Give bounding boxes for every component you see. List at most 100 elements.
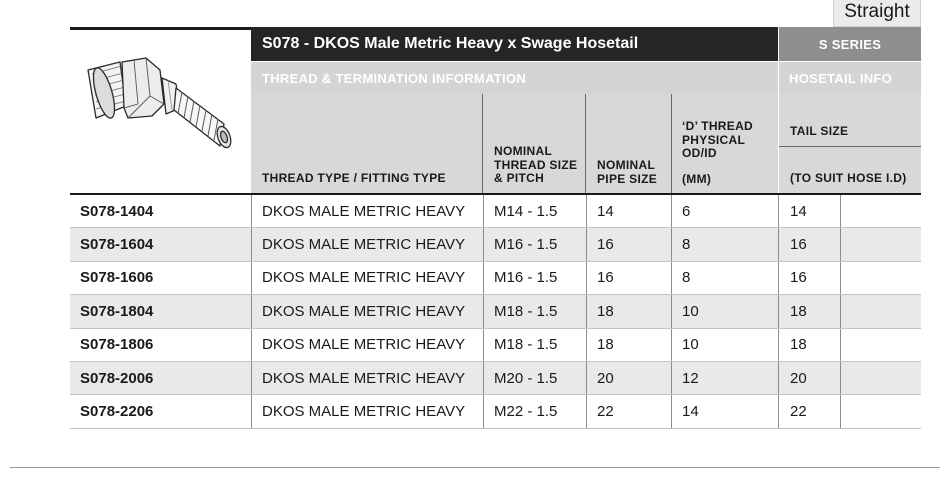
column-divider xyxy=(840,228,841,261)
row-pipe-size: 20 xyxy=(597,369,614,387)
col-tail-size-note: (TO SUIT HOSE I.D) xyxy=(790,171,907,185)
column-divider xyxy=(586,228,587,261)
column-divider xyxy=(251,328,252,361)
row-part-code: S078-1806 xyxy=(80,336,154,354)
column-divider xyxy=(586,361,587,395)
table-row: S078-2006 DKOS MALE METRIC HEAVY M20 - 1.5… xyxy=(70,361,921,396)
row-tail-size: 18 xyxy=(790,336,807,354)
table-row: S078-1804 DKOS MALE METRIC HEAVY M18 - 1.5… xyxy=(70,295,921,329)
row-pipe-size: 18 xyxy=(597,336,614,354)
column-divider xyxy=(840,328,841,361)
row-d-thread: 10 xyxy=(682,302,699,320)
column-divider xyxy=(840,195,841,228)
row-d-thread: 12 xyxy=(682,369,699,387)
table-row: S078-1606 DKOS MALE METRIC HEAVY M16 - 1.5… xyxy=(70,261,921,296)
column-divider xyxy=(586,261,587,295)
row-part-code: S078-1606 xyxy=(80,269,154,287)
column-divider xyxy=(671,328,672,361)
column-divider xyxy=(251,261,252,295)
column-divider xyxy=(671,261,672,295)
column-divider xyxy=(483,395,484,428)
table-row: S078-1806 DKOS MALE METRIC HEAVY M18 - 1.5… xyxy=(70,328,921,362)
column-divider xyxy=(483,295,484,328)
row-d-thread: 6 xyxy=(682,202,691,220)
row-d-thread: 8 xyxy=(682,269,691,287)
row-part-code: S078-2206 xyxy=(80,403,154,421)
column-divider xyxy=(251,195,252,228)
column-divider xyxy=(671,228,672,261)
col-d-thread-unit: (MM) xyxy=(682,171,712,186)
row-thread-size: M22 - 1.5 xyxy=(494,403,558,421)
column-divider xyxy=(778,195,779,228)
row-fitting-type: DKOS MALE METRIC HEAVY xyxy=(262,336,466,354)
row-thread-size: M20 - 1.5 xyxy=(494,369,558,387)
col-d-thread-line: ‘D’ THREAD xyxy=(682,119,754,133)
row-part-code: S078-1804 xyxy=(80,302,154,320)
column-divider xyxy=(483,261,484,295)
row-part-code: S078-1404 xyxy=(80,202,154,220)
hosetail-fitting-icon xyxy=(87,57,232,149)
product-title: S078 - DKOS Male Metric Heavy x Swage Ho… xyxy=(251,27,778,61)
col-d-thread-line: OD/ID xyxy=(682,146,717,160)
col-d-thread-line: PHYSICAL xyxy=(682,132,746,147)
column-divider xyxy=(840,295,841,328)
row-d-thread: 10 xyxy=(682,336,699,354)
row-thread-size: M18 - 1.5 xyxy=(494,336,558,354)
variant-tab-straight[interactable]: Straight xyxy=(833,0,921,27)
row-pipe-size: 14 xyxy=(597,202,614,220)
column-divider xyxy=(483,328,484,361)
row-part-code: S078-1604 xyxy=(80,236,154,254)
table-row: S078-2206 DKOS MALE METRIC HEAVY M22 - 1.5… xyxy=(70,395,921,429)
row-tail-size: 16 xyxy=(790,236,807,254)
series-badge: S SERIES xyxy=(779,27,921,61)
column-divider xyxy=(671,195,672,228)
column-divider xyxy=(671,395,672,428)
col-thread-size: NOMINAL THREAD SIZE & PITCH xyxy=(494,144,578,186)
row-fitting-type: DKOS MALE METRIC HEAVY xyxy=(262,369,466,387)
row-pipe-size: 22 xyxy=(597,403,614,421)
column-divider xyxy=(778,328,779,361)
row-fitting-type: DKOS MALE METRIC HEAVY xyxy=(262,302,466,320)
column-divider xyxy=(778,228,779,261)
column-header-area: THREAD TYPE / FITTING TYPE NOMINAL THREA… xyxy=(251,94,921,193)
column-divider xyxy=(251,295,252,328)
row-thread-size: M14 - 1.5 xyxy=(494,202,558,220)
col-thread-type: THREAD TYPE / FITTING TYPE xyxy=(262,171,446,185)
column-divider xyxy=(483,228,484,261)
table-row: S078-1404 DKOS MALE METRIC HEAVY M14 - 1.5… xyxy=(70,195,921,229)
col-pipe-size: NOMINAL PIPE SIZE xyxy=(597,158,658,186)
header-divider xyxy=(482,94,483,193)
row-thread-size: M16 - 1.5 xyxy=(494,269,558,287)
row-tail-size: 18 xyxy=(790,302,807,320)
hosetail-info-section-header: HOSETAIL INFO xyxy=(779,62,921,94)
column-divider xyxy=(778,395,779,428)
column-divider xyxy=(671,295,672,328)
row-d-thread: 8 xyxy=(682,236,691,254)
col-d-thread: ‘D’ THREAD PHYSICAL OD/ID (MM) xyxy=(682,119,754,186)
column-divider xyxy=(840,395,841,428)
column-divider xyxy=(778,261,779,295)
column-divider xyxy=(840,261,841,295)
row-fitting-type: DKOS MALE METRIC HEAVY xyxy=(262,202,466,220)
row-fitting-type: DKOS MALE METRIC HEAVY xyxy=(262,236,466,254)
col-pipe-size-line: NOMINAL xyxy=(597,158,656,172)
column-divider xyxy=(586,395,587,428)
col-thread-size-line: NOMINAL xyxy=(494,144,553,158)
col-thread-size-line: & PITCH xyxy=(494,171,545,185)
col-thread-size-line: THREAD SIZE xyxy=(494,157,578,172)
header-divider xyxy=(671,94,672,193)
row-tail-size: 14 xyxy=(790,202,807,220)
column-divider xyxy=(586,195,587,228)
row-thread-size: M16 - 1.5 xyxy=(494,236,558,254)
thread-info-section-header: THREAD & TERMINATION INFORMATION xyxy=(251,62,778,94)
column-divider xyxy=(778,361,779,395)
col-pipe-size-line: PIPE SIZE xyxy=(597,171,658,186)
row-fitting-type: DKOS MALE METRIC HEAVY xyxy=(262,403,466,421)
column-divider xyxy=(840,361,841,395)
col-tail-size: TAIL SIZE xyxy=(790,124,849,138)
product-table-body: S078-1404 DKOS MALE METRIC HEAVY M14 - 1.5… xyxy=(70,193,921,429)
row-tail-size: 16 xyxy=(790,269,807,287)
column-divider xyxy=(586,295,587,328)
row-d-thread: 14 xyxy=(682,403,699,421)
column-divider xyxy=(671,361,672,395)
